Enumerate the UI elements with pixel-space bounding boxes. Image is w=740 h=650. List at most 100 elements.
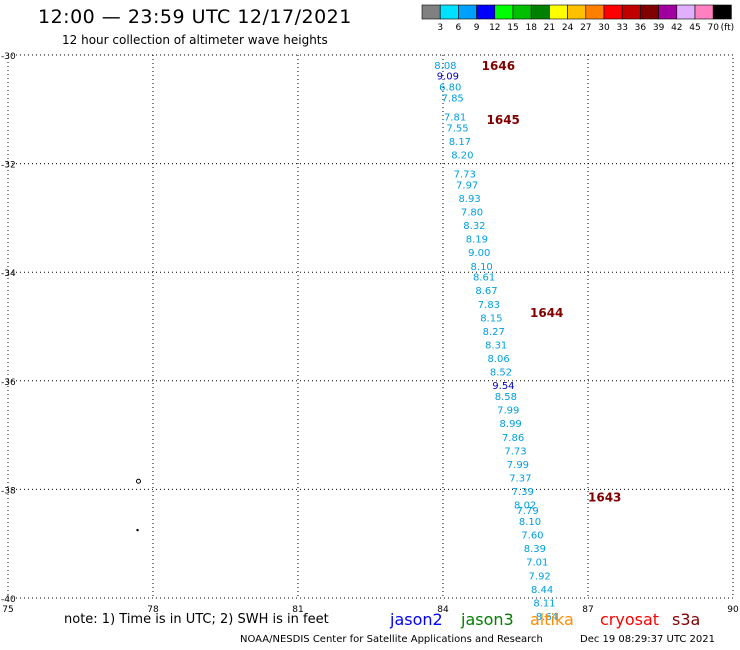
track-point: 8.15	[480, 313, 502, 324]
colorbar-swatch	[621, 4, 641, 20]
colorbar-swatch	[458, 4, 477, 20]
track-point: 8.58	[495, 392, 517, 403]
colorbar-swatch	[694, 4, 714, 20]
colorbar-swatch	[712, 4, 732, 20]
track-point: 7.73	[504, 446, 526, 457]
colorbar-swatch	[549, 4, 568, 20]
colorbar-label: 39	[653, 23, 665, 33]
track-point: 8.39	[524, 544, 546, 555]
pass-number-label: 1644	[530, 306, 563, 320]
track-point: 8.67	[475, 286, 497, 297]
track-point: 7.60	[521, 531, 543, 542]
y-tick-label: -38	[1, 486, 16, 496]
track-point: 7.83	[478, 300, 500, 311]
track-point: 8.10	[519, 517, 541, 528]
track-point: 8.27	[483, 327, 505, 338]
x-tick-label: 75	[2, 605, 13, 615]
track-point: 7.97	[456, 180, 478, 191]
pass-number-label: 1645	[487, 113, 520, 127]
x-tick-label: 90	[727, 605, 739, 615]
chart-subtitle: 12 hour collection of altimeter wave hei…	[62, 33, 328, 47]
isolated-ring-marker	[136, 478, 141, 484]
colorbar-label: 27	[580, 23, 591, 33]
colorbar-label: 6	[456, 23, 462, 33]
track-point: 8.06	[487, 354, 509, 365]
track-point: 8.17	[449, 137, 471, 148]
plot-border	[7, 54, 734, 599]
isolated-dot-marker	[136, 528, 139, 532]
legend-entry-s3a: s3a	[672, 610, 700, 629]
track-point: 7.99	[497, 406, 519, 417]
pass-number-label: 1643	[588, 491, 621, 505]
track-point: 7.55	[446, 123, 468, 134]
x-tick-label: 84	[437, 605, 449, 615]
colorbar-swatch	[512, 4, 532, 20]
track-point: 8.08	[434, 61, 456, 72]
track-point: 9.09	[437, 72, 459, 83]
colorbar-swatch	[676, 4, 696, 20]
legend-entry-jason3: jason3	[460, 610, 514, 629]
plot-frame	[7, 54, 734, 599]
track-point: 8.93	[458, 194, 480, 205]
track-point: 9.00	[468, 248, 490, 259]
track-point: 7.39	[512, 487, 534, 498]
track-point: 7.73	[454, 169, 476, 180]
colorbar-label: 21	[544, 23, 555, 33]
legend-entry-jason2: jason2	[389, 610, 443, 629]
track-point: 7.81	[444, 112, 466, 123]
track-point: 6.80	[439, 83, 461, 94]
track-point: 7.99	[507, 460, 529, 471]
track-point: 8.64	[536, 612, 558, 623]
colorbar-label: 18	[525, 23, 537, 33]
pass-number-label: 1646	[482, 59, 515, 73]
colorbar-label: 42	[671, 23, 682, 33]
colorbar-label: 9	[474, 23, 480, 33]
colorbar-swatch	[603, 4, 623, 20]
chart-title: 12:00 — 23:59 UTC 12/17/2021	[38, 6, 352, 28]
track-point: 8.20	[451, 150, 473, 161]
track-point: 8.02	[514, 501, 536, 512]
colorbar-label: 24	[562, 23, 574, 33]
track-point: 8.52	[490, 368, 512, 379]
track-point: 7.86	[502, 433, 524, 444]
y-tick-label: -40	[1, 595, 16, 605]
track-point: 8.10	[471, 262, 493, 273]
colorbar-swatch	[658, 4, 678, 20]
track-point: 7.80	[461, 207, 483, 218]
legend-entry-cryosat: cryosat	[600, 610, 659, 629]
track-point: 8.19	[466, 235, 488, 246]
colorbar-swatch	[476, 4, 496, 20]
colorbar-swatch	[421, 4, 441, 20]
x-tick-label: 78	[147, 605, 159, 615]
track-point: 7.85	[442, 93, 464, 104]
colorbar-swatch	[439, 4, 459, 20]
track-point: 8.31	[485, 341, 507, 352]
y-tick-label: -30	[1, 52, 16, 62]
colorbar-legend: 3 6 9 12 15 18 21 24 27 30 33 36 39 42 45 70 (ft)	[421, 4, 735, 33]
colorbar-label: 12	[489, 23, 500, 33]
track-point: 7.01	[526, 558, 548, 569]
colorbar-swatch	[494, 4, 514, 20]
track-point: 7.37	[509, 474, 531, 485]
footer-note: note: 1) Time is in UTC; 2) SWH is in fe…	[64, 612, 329, 627]
track-point: 8.11	[533, 598, 555, 609]
colorbar-label: 45	[689, 23, 700, 33]
pass-labels: 1646 1645 1644 1643	[482, 59, 622, 505]
footer-credit: NOAA/NESDIS Center for Satellite Applica…	[240, 634, 543, 645]
colorbar-label: 70	[707, 23, 719, 33]
footer-timestamp: Dec 19 08:29:37 UTC 2021	[580, 634, 715, 645]
colorbar-label: 36	[635, 23, 647, 33]
track-point: 9.54	[492, 381, 514, 392]
colorbar-unit: (ft)	[721, 23, 735, 33]
colorbar-swatch	[567, 4, 587, 20]
colorbar-swatch	[530, 4, 550, 20]
colorbar-swatch	[585, 4, 605, 20]
colorbar-label: 15	[507, 23, 518, 33]
track-points: 8.089.096.807.857.817.558.178.207.737.97…	[136, 61, 558, 623]
colorbar-swatch	[640, 4, 659, 20]
y-tick-label: -34	[1, 269, 16, 279]
y-tick-label: -36	[1, 378, 16, 388]
track-point: 7.79	[516, 506, 538, 517]
